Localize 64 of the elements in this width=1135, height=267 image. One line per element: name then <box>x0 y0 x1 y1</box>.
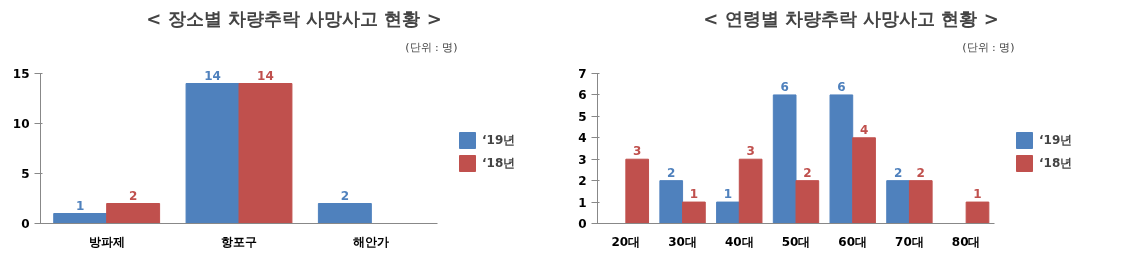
bar <box>795 180 820 224</box>
chart-title: < 장소별 차량추락 사망사고 현황 > <box>146 7 442 29</box>
bar <box>738 158 763 224</box>
legend-label: ‘19년 <box>482 131 516 149</box>
data-label: 2 <box>803 165 812 180</box>
bar <box>829 94 854 224</box>
chart-title: < 연령별 차량추락 사망사고 현황 > <box>703 7 999 29</box>
x-tick-label: 40대 <box>724 234 754 249</box>
x-tick-label: 80대 <box>951 234 981 249</box>
x-tick-label: 20대 <box>611 234 641 249</box>
data-label: 2 <box>340 188 350 203</box>
legend-label: ‘18년 <box>1039 154 1073 172</box>
bar <box>716 201 740 224</box>
y-tick-label: 7 <box>578 67 587 81</box>
y-tick-label: 1 <box>578 195 587 210</box>
x-tick-label: 항포구 <box>221 234 257 249</box>
data-label: 14 <box>257 68 274 83</box>
bar <box>317 203 372 224</box>
bar <box>659 180 684 224</box>
data-label: 3 <box>746 144 755 159</box>
bar <box>682 201 706 224</box>
bar <box>772 94 797 224</box>
bar <box>185 83 240 224</box>
bar <box>965 201 990 224</box>
data-label: 2 <box>916 165 925 180</box>
y-tick-label: 5 <box>578 109 587 124</box>
y-tick-label: 15 <box>12 67 30 81</box>
data-label: 3 <box>633 144 642 159</box>
data-label: 6 <box>837 79 846 94</box>
y-tick-label: 2 <box>578 174 587 189</box>
y-tick-label: 3 <box>578 152 587 167</box>
y-tick-label: 0 <box>21 217 30 231</box>
y-tick-label: 10 <box>12 117 30 131</box>
chart-subtitle: (단위 : 명) <box>405 40 458 54</box>
data-label: 2 <box>128 188 138 203</box>
data-label: 1 <box>723 187 733 202</box>
data-label: 1 <box>689 187 699 202</box>
data-label: 4 <box>859 122 869 137</box>
data-label: 14 <box>204 68 221 83</box>
legend-label: ‘18년 <box>482 154 516 172</box>
data-label: 2 <box>893 165 903 180</box>
x-tick-label: 해안가 <box>353 234 390 249</box>
data-label: 6 <box>780 79 789 94</box>
bar <box>238 83 293 224</box>
x-tick-label: 70대 <box>895 234 924 249</box>
x-tick-label: 60대 <box>838 234 868 249</box>
bar <box>625 158 650 224</box>
x-tick-label: 방파제 <box>88 234 125 249</box>
bar <box>53 213 108 224</box>
y-tick-label: 0 <box>578 217 587 231</box>
bar <box>106 203 161 224</box>
data-label: 1 <box>76 198 85 213</box>
bar <box>886 180 910 224</box>
data-label: 2 <box>667 165 676 180</box>
bar <box>908 180 933 224</box>
chart-subtitle: (단위 : 명) <box>962 40 1015 54</box>
y-tick-label: 4 <box>578 131 587 146</box>
bar <box>852 137 876 224</box>
x-tick-label: 50대 <box>781 234 811 249</box>
x-tick-label: 30대 <box>668 234 697 249</box>
legend-label: ‘19년 <box>1039 131 1073 149</box>
y-tick-label: 5 <box>21 167 30 181</box>
data-label: 1 <box>973 187 982 202</box>
y-tick-label: 6 <box>578 88 587 103</box>
